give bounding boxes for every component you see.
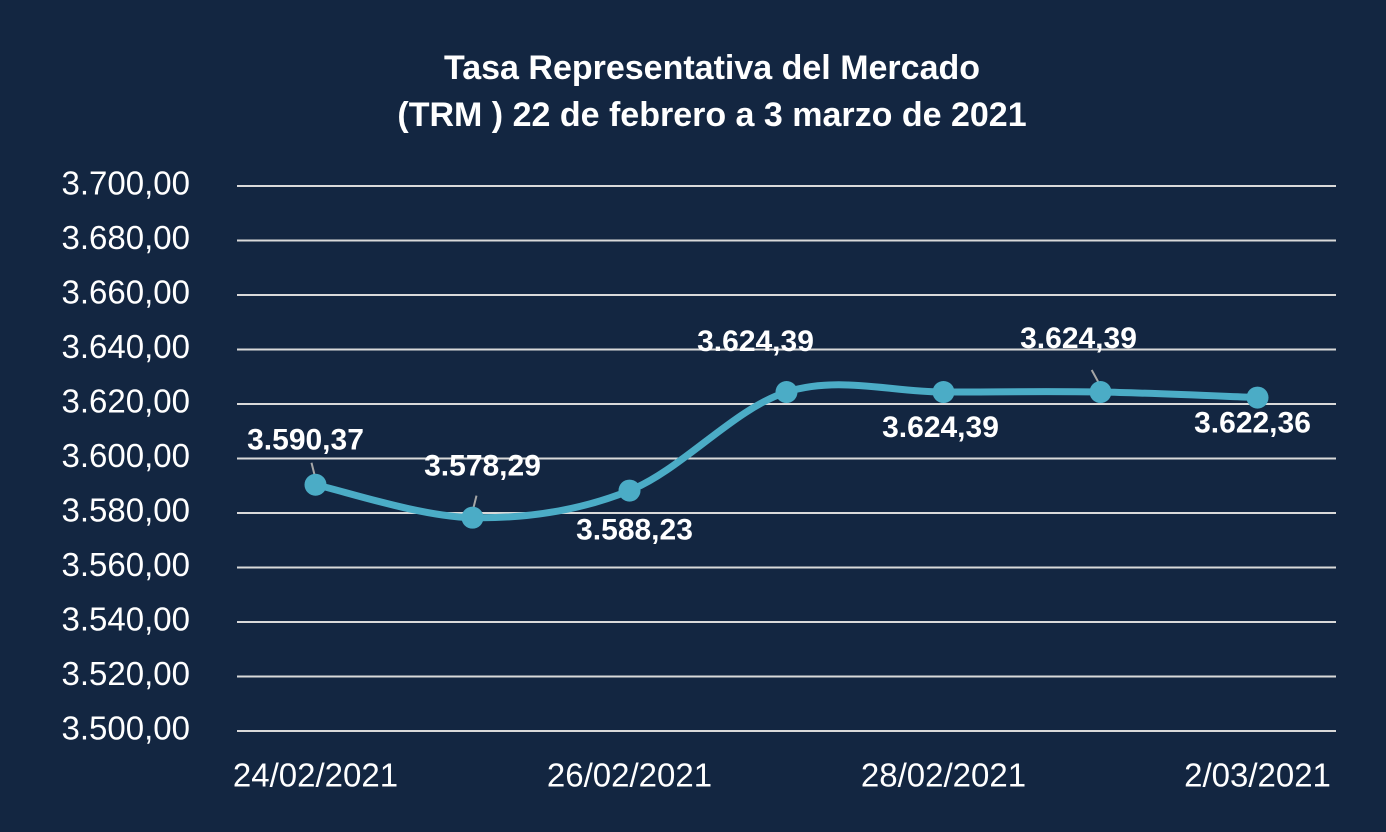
data-point bbox=[775, 381, 798, 404]
y-tick-label: 3.560,00 bbox=[62, 546, 190, 583]
y-tick-label: 3.500,00 bbox=[62, 710, 190, 747]
data-label: 3.578,29 bbox=[424, 450, 541, 483]
y-tick-label: 3.520,00 bbox=[62, 655, 190, 692]
data-point bbox=[1089, 381, 1112, 404]
x-tick-label: 24/02/2021 bbox=[233, 757, 398, 794]
data-point bbox=[932, 381, 955, 404]
data-label: 3.588,23 bbox=[576, 513, 693, 546]
data-point bbox=[461, 506, 484, 529]
y-tick-label: 3.600,00 bbox=[62, 437, 190, 474]
y-tick-label: 3.660,00 bbox=[62, 274, 190, 311]
data-label: 3.624,39 bbox=[882, 411, 999, 444]
x-tick-label: 26/02/2021 bbox=[547, 757, 712, 794]
data-point bbox=[618, 479, 641, 502]
y-tick-label: 3.700,00 bbox=[62, 165, 190, 202]
chart-title: (TRM ) 22 de febrero a 3 marzo de 2021 bbox=[397, 96, 1026, 134]
data-label: 3.624,39 bbox=[697, 325, 814, 358]
data-label: 3.624,39 bbox=[1020, 322, 1137, 355]
chart-title: Tasa Representativa del Mercado bbox=[444, 49, 980, 87]
x-tick-label: 2/03/2021 bbox=[1184, 757, 1331, 794]
y-tick-label: 3.680,00 bbox=[62, 219, 190, 256]
y-tick-label: 3.620,00 bbox=[62, 383, 190, 420]
y-tick-label: 3.580,00 bbox=[62, 492, 190, 529]
y-tick-label: 3.540,00 bbox=[62, 601, 190, 638]
data-point bbox=[1246, 386, 1269, 409]
data-label: 3.590,37 bbox=[247, 424, 364, 457]
data-point bbox=[304, 473, 327, 496]
x-tick-label: 28/02/2021 bbox=[861, 757, 1026, 794]
y-tick-label: 3.640,00 bbox=[62, 328, 190, 365]
data-label: 3.622,36 bbox=[1194, 406, 1311, 439]
